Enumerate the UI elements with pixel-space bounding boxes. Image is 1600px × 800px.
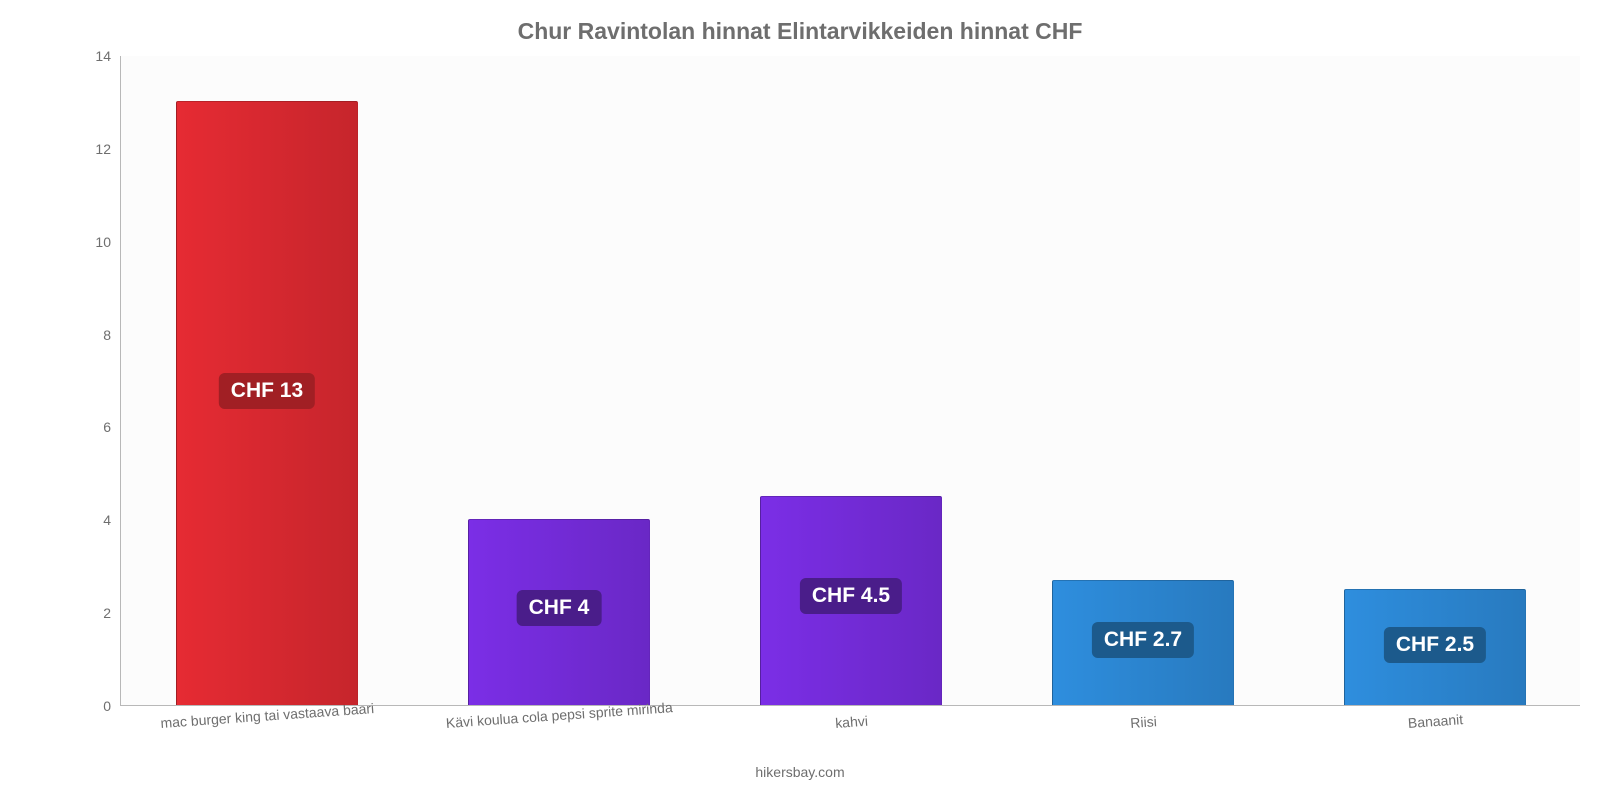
chart-title: Chur Ravintolan hinnat Elintarvikkeiden … [0, 18, 1600, 45]
plot-area: 02468101214CHF 13mac burger king tai vas… [120, 56, 1580, 706]
bar: CHF 2.7 [1052, 580, 1233, 705]
bar: CHF 4.5 [760, 496, 941, 705]
y-axis-tick-label: 14 [95, 48, 111, 64]
bar-value-label: CHF 2.7 [1092, 622, 1194, 658]
x-axis-tick-label: Riisi [1130, 713, 1158, 731]
y-axis-tick-label: 10 [95, 234, 111, 250]
y-axis-tick-label: 6 [103, 419, 111, 435]
bar-value-label: CHF 4 [517, 590, 602, 626]
y-axis-tick-label: 2 [103, 605, 111, 621]
bar-value-label: CHF 2.5 [1384, 627, 1486, 663]
y-axis-tick-label: 0 [103, 698, 111, 714]
y-axis-tick-label: 12 [95, 141, 111, 157]
credit-text: hikersbay.com [0, 764, 1600, 780]
x-axis-tick-label: kahvi [835, 713, 869, 731]
bar-value-label: CHF 13 [219, 373, 315, 409]
y-axis-tick-label: 4 [103, 512, 111, 528]
bar-value-label: CHF 4.5 [800, 578, 902, 614]
y-axis-tick-label: 8 [103, 327, 111, 343]
bar: CHF 4 [468, 519, 649, 705]
chart-container: Chur Ravintolan hinnat Elintarvikkeiden … [0, 0, 1600, 800]
bar: CHF 2.5 [1344, 589, 1525, 705]
bar: CHF 13 [176, 101, 357, 705]
x-axis-tick-label: Banaanit [1407, 711, 1463, 731]
